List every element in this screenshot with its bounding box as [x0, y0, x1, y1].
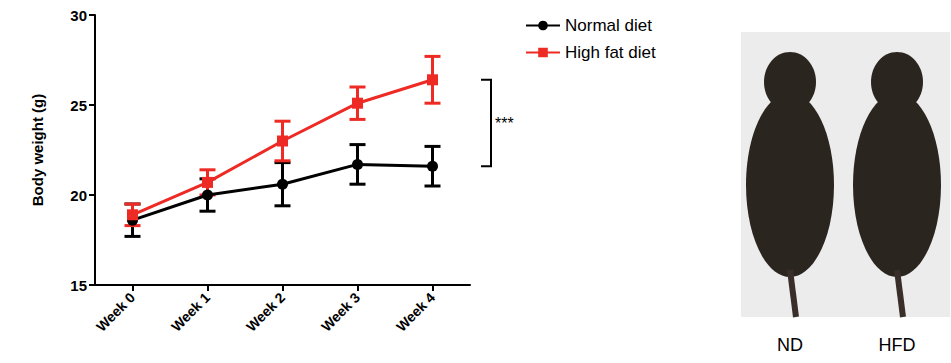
svg-text:15: 15: [70, 277, 87, 294]
svg-text:ND: ND: [777, 335, 803, 355]
svg-text:Normal diet: Normal diet: [565, 16, 652, 35]
svg-text:Week 4: Week 4: [393, 289, 438, 334]
svg-text:Week 2: Week 2: [243, 289, 288, 334]
svg-text:Week 0: Week 0: [93, 289, 138, 334]
svg-text:25: 25: [70, 97, 87, 114]
svg-text:20: 20: [70, 187, 87, 204]
svg-text:Week 1: Week 1: [168, 289, 213, 334]
svg-text:30: 30: [70, 7, 87, 24]
svg-text:***: ***: [495, 115, 514, 132]
svg-text:HFD: HFD: [879, 335, 916, 355]
svg-text:High fat diet: High fat diet: [565, 43, 656, 62]
svg-text:Body weight (g): Body weight (g): [29, 94, 46, 207]
svg-text:Week 3: Week 3: [318, 289, 363, 334]
